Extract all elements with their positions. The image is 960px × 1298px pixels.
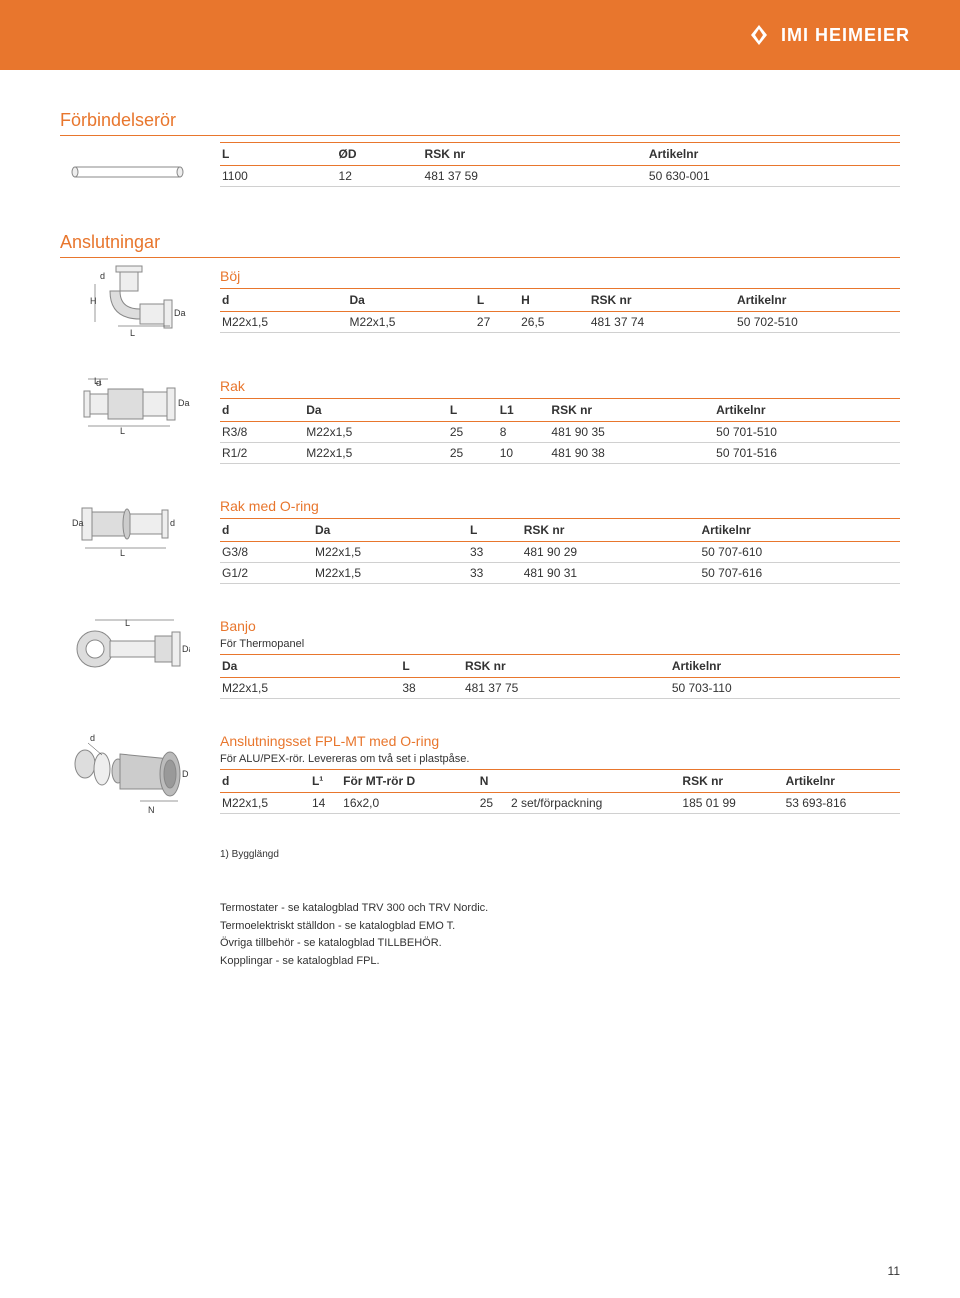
- svg-text:L: L: [120, 426, 125, 436]
- diagram-straight: d Da L L₁: [60, 374, 200, 444]
- note-line: Termoelektriskt ställdon - se katalogbla…: [220, 918, 900, 936]
- block-fpl: d D N Anslutningsset FPL-MT med O-ring F…: [60, 729, 900, 819]
- col: ØD: [337, 143, 423, 166]
- table-row: G3/8 M22x1,5 33 481 90 29 50 707-610: [220, 542, 900, 563]
- table-row: R1/2 M22x1,5 25 10 481 90 38 50 701-516: [220, 443, 900, 464]
- note-line: Övriga tillbehör - se katalogblad TILLBE…: [220, 935, 900, 953]
- notes-block: Termostater - se katalogblad TRV 300 och…: [220, 900, 900, 970]
- subsection-rak-oring-title: Rak med O-ring: [220, 498, 900, 514]
- svg-text:L: L: [130, 328, 135, 338]
- header-bar: IMI HEIMEIER: [0, 0, 960, 70]
- svg-text:d: d: [100, 271, 105, 281]
- brand-text: IMI HEIMEIER: [781, 25, 910, 46]
- diagram-banjo: L Da: [60, 614, 200, 684]
- table-rak: d Da L L1 RSK nr Artikelnr R3/8 M22x1,5 …: [220, 398, 900, 464]
- subsection-fpl-title: Anslutningsset FPL-MT med O-ring: [220, 733, 900, 749]
- subsection-boj-title: Böj: [220, 268, 900, 284]
- svg-text:d: d: [170, 518, 175, 528]
- table-row: R3/8 M22x1,5 25 8 481 90 35 50 701-510: [220, 422, 900, 443]
- section-forbindelseror-title: Förbindelserör: [60, 110, 900, 136]
- footnote: 1) Bygglängd: [220, 849, 900, 860]
- block-rak: d Da L L₁ Rak d Da L L1 RSK nr Artikelnr: [60, 374, 900, 464]
- svg-text:Da: Da: [72, 518, 84, 528]
- block-banjo: L Da Banjo För Thermopanel Da L RSK nr A…: [60, 614, 900, 699]
- table-boj: d Da L H RSK nr Artikelnr M22x1,5 M22x1,…: [220, 288, 900, 333]
- table-forbindelseror: L ØD RSK nr Artikelnr 1100 12 481 37 59 …: [220, 142, 900, 187]
- brand-logo-icon: [747, 23, 771, 47]
- diagram-fpl: d D N: [60, 729, 200, 819]
- table-row: G1/2 M22x1,5 33 481 90 31 50 707-616: [220, 563, 900, 584]
- svg-text:Da: Da: [174, 308, 186, 318]
- svg-text:H: H: [90, 296, 97, 306]
- note-line: Kopplingar - se katalogblad FPL.: [220, 953, 900, 971]
- subsection-banjo-sub: För Thermopanel: [220, 638, 900, 650]
- note-line: Termostater - se katalogblad TRV 300 och…: [220, 900, 900, 918]
- subsection-rak-title: Rak: [220, 378, 900, 394]
- svg-text:N: N: [148, 805, 155, 815]
- svg-text:L: L: [125, 618, 130, 628]
- diagram-tube: [60, 142, 200, 202]
- col: Artikelnr: [647, 143, 900, 166]
- section-anslutningar-title: Anslutningar: [60, 232, 900, 258]
- table-row: M22x1,5 14 16x2,0 25 2 set/förpackning 1…: [220, 793, 900, 814]
- table-fpl: d L¹ För MT-rör D N RSK nr Artikelnr M22…: [220, 769, 900, 814]
- table-rak-oring: d Da L RSK nr Artikelnr G3/8 M22x1,5 33 …: [220, 518, 900, 584]
- subsection-fpl-sub: För ALU/PEX-rör. Levereras om två set i …: [220, 753, 900, 765]
- diagram-straight-oring: Da d L: [60, 494, 200, 564]
- block-boj: d H Da L Böj d Da L H RSK nr Artikelnr: [60, 264, 900, 344]
- col: RSK nr: [423, 143, 647, 166]
- table-row: M22x1,5 38 481 37 75 50 703-110: [220, 678, 900, 699]
- table-banjo: Da L RSK nr Artikelnr M22x1,5 38 481 37 …: [220, 654, 900, 699]
- svg-text:L₁: L₁: [94, 376, 102, 386]
- subsection-banjo-title: Banjo: [220, 618, 900, 634]
- block-forbindelseror: L ØD RSK nr Artikelnr 1100 12 481 37 59 …: [60, 142, 900, 202]
- col: L: [220, 143, 337, 166]
- page-number: 11: [888, 1264, 900, 1278]
- svg-text:d: d: [90, 733, 95, 743]
- brand: IMI HEIMEIER: [747, 23, 910, 47]
- table-row: M22x1,5 M22x1,5 27 26,5 481 37 74 50 702…: [220, 312, 900, 333]
- svg-text:Da: Da: [182, 644, 190, 654]
- table-row: 1100 12 481 37 59 50 630-001: [220, 166, 900, 187]
- svg-text:Da: Da: [178, 398, 190, 408]
- svg-text:D: D: [182, 769, 189, 779]
- diagram-elbow: d H Da L: [60, 264, 200, 344]
- svg-text:L: L: [120, 548, 125, 558]
- block-rak-oring: Da d L Rak med O-ring d Da L RSK nr Arti…: [60, 494, 900, 584]
